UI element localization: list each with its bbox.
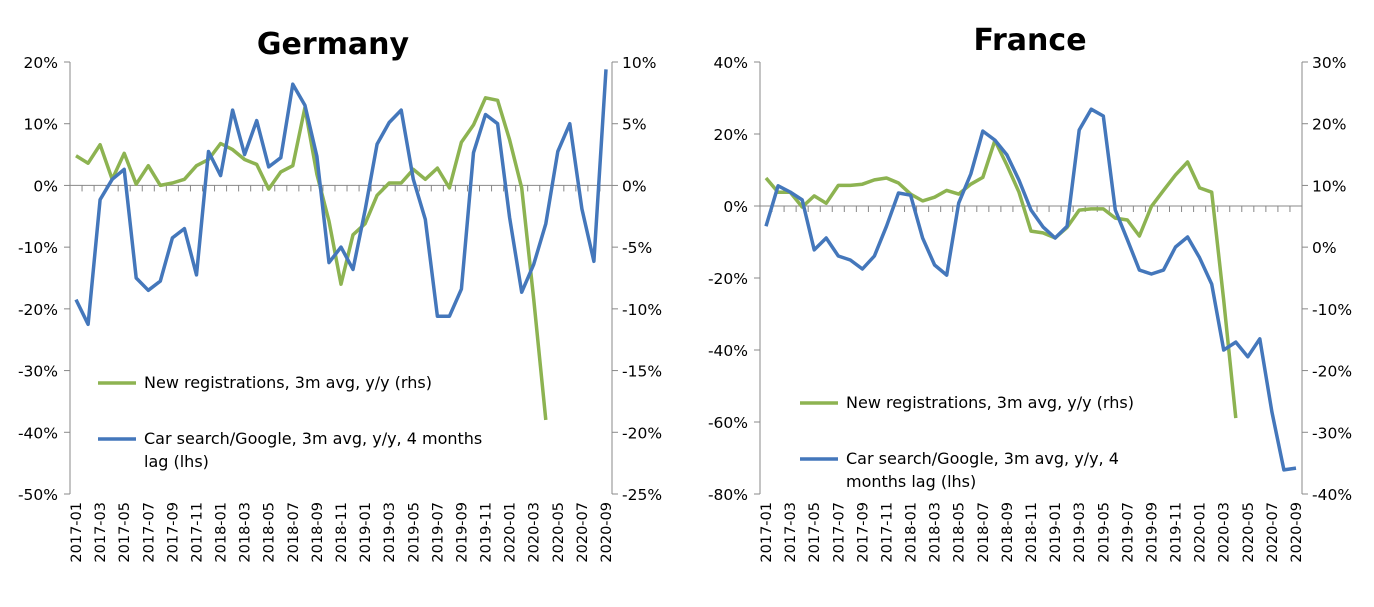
x-tick-label: 2017-11 (189, 502, 205, 563)
x-tick-label: 2017-03 (783, 502, 799, 563)
x-tick-label: 2017-01 (69, 502, 85, 563)
x-tick-label: 2018-05 (952, 502, 968, 563)
x-tick-label: 2019-11 (479, 502, 495, 563)
x-tick-label: 2020-03 (1217, 502, 1233, 563)
x-tick-label: 2020-09 (599, 502, 615, 563)
x-tick-label: 2020-07 (575, 502, 591, 563)
x-tick-label: 2019-01 (1048, 502, 1064, 563)
x-tick-label: 2017-09 (165, 502, 181, 563)
series-line-car-search (766, 109, 1296, 470)
x-tick-label: 2019-09 (1144, 502, 1160, 563)
x-tick-label: 2018-05 (262, 502, 278, 563)
x-tick-label: 2020-09 (1289, 502, 1305, 563)
x-tick-label: 2018-03 (928, 502, 944, 563)
x-tick-label: 2018-07 (976, 502, 992, 563)
x-tick-label: 2018-11 (334, 502, 350, 563)
x-tick-label: 2017-07 (831, 502, 847, 563)
right-tick-label: -20% (622, 424, 662, 442)
x-tick-label: 2020-07 (1265, 502, 1281, 563)
right-tick-label: -15% (622, 363, 662, 381)
x-tick-label: 2019-07 (1120, 502, 1136, 563)
right-tick-label: -10% (622, 301, 662, 319)
x-tick-label: 2019-05 (1096, 502, 1112, 563)
left-tick-label: 10% (24, 116, 58, 134)
right-tick-label: 30% (1312, 54, 1346, 72)
right-tick-label: -10% (1312, 301, 1352, 319)
left-tick-label: -40% (18, 424, 58, 442)
x-tick-label: 2018-03 (238, 502, 254, 563)
left-tick-label: -80% (708, 486, 748, 504)
x-tick-label: 2020-01 (503, 502, 519, 563)
chart-title: France (973, 23, 1086, 58)
x-tick-label: 2018-01 (904, 502, 920, 563)
left-tick-label: 20% (714, 126, 748, 144)
right-tick-label: 20% (1312, 116, 1346, 134)
x-tick-label: 2018-09 (310, 502, 326, 563)
left-tick-label: -40% (708, 342, 748, 360)
legend-label: New registrations, 3m avg, y/y (rhs) (846, 393, 1134, 412)
legend-label: Car search/Google, 3m avg, y/y, 4 months (144, 429, 482, 448)
right-tick-label: 10% (622, 54, 656, 72)
right-tick-label: 10% (1312, 177, 1346, 195)
left-tick-label: -50% (18, 486, 58, 504)
x-tick-label: 2017-01 (759, 502, 775, 563)
legend-label: New registrations, 3m avg, y/y (rhs) (144, 373, 432, 392)
legend-label: lag (lhs) (144, 452, 209, 471)
legend-label: months lag (lhs) (846, 472, 976, 491)
x-tick-label: 2019-11 (1169, 502, 1185, 563)
series-line-car-search (76, 69, 606, 324)
x-tick-label: 2017-05 (117, 502, 133, 563)
left-tick-label: -20% (708, 270, 748, 288)
right-tick-label: -25% (622, 486, 662, 504)
left-tick-label: 40% (714, 54, 748, 72)
x-tick-label: 2019-09 (454, 502, 470, 563)
x-tick-label: 2017-03 (93, 502, 109, 563)
left-tick-label: -20% (18, 301, 58, 319)
left-tick-label: 20% (24, 54, 58, 72)
x-tick-label: 2017-09 (855, 502, 871, 563)
x-tick-label: 2019-03 (1072, 502, 1088, 563)
chart-france: France 40% 20% 0% -20% -40% -60% -80% 30% 20% 10% 0… (708, 23, 1352, 563)
x-tick-label: 2017-07 (141, 502, 157, 563)
x-tick-label: 2018-11 (1024, 502, 1040, 563)
x-tick-label: 2018-07 (286, 502, 302, 563)
x-tick-label: 2020-05 (1241, 502, 1257, 563)
x-tick-label: 2017-05 (807, 502, 823, 563)
left-tick-label: 0% (33, 177, 58, 195)
left-tick-label: -30% (18, 363, 58, 381)
x-tick-label: 2019-05 (406, 502, 422, 563)
series-line-new-registrations (766, 140, 1236, 418)
x-tick-label: 2019-01 (358, 502, 374, 563)
right-tick-label: -5% (622, 239, 652, 257)
left-tick-label: -10% (18, 239, 58, 257)
right-tick-label: -30% (1312, 424, 1352, 442)
x-tick-label: 2018-09 (1000, 502, 1016, 563)
left-tick-label: 0% (723, 198, 748, 216)
x-tick-label: 2018-01 (214, 502, 230, 563)
x-tick-label: 2020-03 (527, 502, 543, 563)
legend-label: Car search/Google, 3m avg, y/y, 4 (846, 449, 1119, 468)
x-tick-label: 2019-07 (430, 502, 446, 563)
right-tick-label: -20% (1312, 363, 1352, 381)
right-tick-label: 0% (622, 177, 647, 195)
x-tick-label: 2020-05 (551, 502, 567, 563)
chart-germany: Germany 20% 10% 0% -10% -20% -30% -40% -50% 10% 5%… (18, 27, 662, 563)
x-tick-label: 2020-01 (1193, 502, 1209, 563)
x-tick-label: 2019-03 (382, 502, 398, 563)
left-tick-label: -60% (708, 414, 748, 432)
chart-title: Germany (257, 27, 410, 62)
x-tick-label: 2017-11 (879, 502, 895, 563)
right-tick-label: 5% (622, 116, 647, 134)
right-tick-label: 0% (1312, 239, 1337, 257)
right-tick-label: -40% (1312, 486, 1352, 504)
